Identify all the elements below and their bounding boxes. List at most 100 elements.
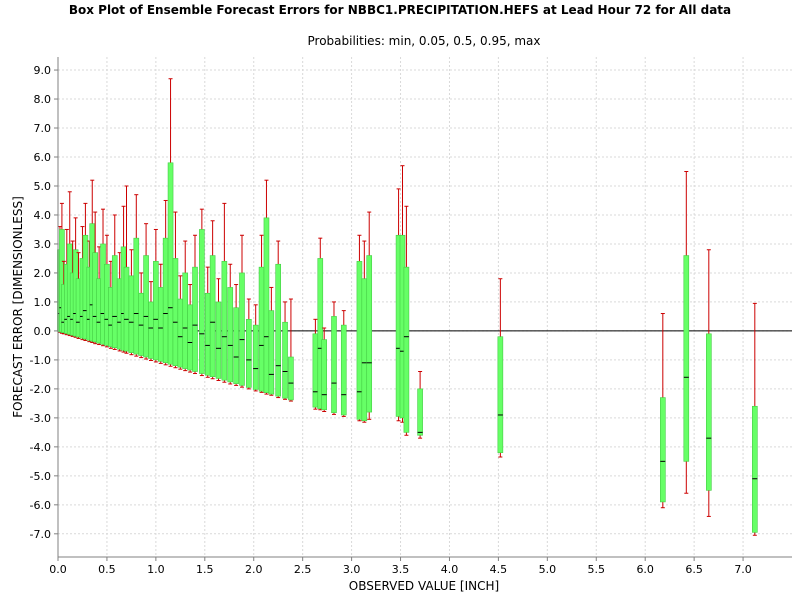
box-body xyxy=(138,292,144,356)
x-tick-label: 1.5 xyxy=(196,563,214,576)
box-series xyxy=(57,78,758,536)
box-body xyxy=(215,301,222,379)
box-body xyxy=(148,301,154,359)
box-item xyxy=(340,310,347,417)
box-body xyxy=(706,333,712,491)
box-body xyxy=(356,261,363,420)
x-tick-label: 2.5 xyxy=(294,563,312,576)
box-body xyxy=(312,333,319,408)
box-item xyxy=(221,202,228,383)
y-tick-label: 8.0 xyxy=(34,93,52,106)
box-item xyxy=(660,313,666,509)
box-body xyxy=(209,255,216,378)
y-tick-label: -6.0 xyxy=(30,499,51,512)
box-body xyxy=(340,324,347,416)
x-tick-label: 0.0 xyxy=(49,563,67,576)
x-tick-label: 4.0 xyxy=(441,563,459,576)
box-item xyxy=(497,278,504,458)
chart-subtitle: Probabilities: min, 0.05, 0.5, 0.95, max xyxy=(308,34,541,48)
y-tick-label: 4.0 xyxy=(34,209,52,222)
box-item xyxy=(192,234,198,375)
chart-title: Box Plot of Ensemble Forecast Errors for… xyxy=(69,3,731,17)
box-item xyxy=(133,194,140,357)
y-tick-label: 2.0 xyxy=(34,267,52,280)
box-item xyxy=(317,237,324,411)
x-tick-label: 5.0 xyxy=(539,563,557,576)
box-body xyxy=(199,229,205,374)
x-tick-label: 6.5 xyxy=(685,563,703,576)
box-item xyxy=(246,298,252,390)
box-body xyxy=(177,298,184,368)
box-item xyxy=(356,234,363,422)
box-body xyxy=(282,321,288,399)
box-body xyxy=(683,255,690,462)
box-body xyxy=(252,324,259,390)
x-axis-ticks: 0.0 0.5 1.0 1.5 2.0 2.5 3.0 3.5 4.0 4.5 5.0 5.5 6.0 6… xyxy=(49,557,752,576)
box-body xyxy=(221,261,228,381)
box-item xyxy=(417,370,423,439)
box-body xyxy=(172,258,179,366)
box-item xyxy=(227,263,234,385)
x-tick-label: 6.0 xyxy=(636,563,654,576)
y-tick-label: 9.0 xyxy=(34,64,52,77)
x-tick-label: 3.0 xyxy=(343,563,361,576)
y-tick-label: -1.0 xyxy=(30,354,51,367)
box-item xyxy=(233,284,239,386)
box-item xyxy=(361,240,368,423)
box-body xyxy=(275,263,282,397)
box-item xyxy=(331,301,337,415)
box-item xyxy=(275,240,282,399)
x-tick-label: 3.5 xyxy=(392,563,410,576)
x-tick-label: 1.0 xyxy=(147,563,165,576)
box-body xyxy=(204,292,211,376)
y-tick-label: 1.0 xyxy=(34,296,52,309)
x-axis-label: OBSERVED VALUE [INCH] xyxy=(349,579,499,593)
box-item xyxy=(116,252,123,352)
box-body xyxy=(366,255,373,413)
y-tick-label: 5.0 xyxy=(34,180,52,193)
box-body xyxy=(133,237,140,355)
y-tick-label: 6.0 xyxy=(34,151,52,164)
y-tick-label: -7.0 xyxy=(30,528,51,541)
box-body xyxy=(143,255,149,358)
box-item xyxy=(239,234,245,388)
box-body xyxy=(321,339,327,411)
x-tick-label: 2.0 xyxy=(245,563,263,576)
box-body xyxy=(497,336,504,453)
x-tick-label: 0.5 xyxy=(98,563,116,576)
box-item xyxy=(403,205,410,436)
box-item xyxy=(215,278,222,381)
y-tick-label: -5.0 xyxy=(30,470,51,483)
box-body xyxy=(192,266,198,372)
y-tick-label: 0.0 xyxy=(34,325,52,338)
box-body xyxy=(258,266,265,392)
box-body xyxy=(317,258,324,409)
x-tick-label: 4.5 xyxy=(490,563,508,576)
box-item xyxy=(683,170,690,494)
box-item xyxy=(321,327,327,412)
box-body xyxy=(233,307,239,384)
y-tick-label: -4.0 xyxy=(30,441,51,454)
box-body xyxy=(239,272,245,386)
box-body xyxy=(660,397,666,503)
box-item xyxy=(288,298,294,402)
y-tick-label: -2.0 xyxy=(30,383,51,396)
box-body xyxy=(752,405,758,533)
box-body xyxy=(227,287,234,383)
box-body xyxy=(162,237,169,364)
box-item xyxy=(199,208,205,377)
box-item xyxy=(252,304,259,392)
box-body xyxy=(268,310,275,395)
box-body xyxy=(417,388,423,436)
box-body xyxy=(246,319,252,388)
box-body xyxy=(361,278,368,422)
x-tick-label: 7.0 xyxy=(734,563,752,576)
box-body xyxy=(128,275,135,353)
box-body xyxy=(403,266,410,433)
box-item xyxy=(138,272,144,359)
y-tick-label: 7.0 xyxy=(34,122,52,135)
box-body xyxy=(157,287,164,362)
box-body xyxy=(182,272,189,369)
box-item xyxy=(706,249,712,517)
